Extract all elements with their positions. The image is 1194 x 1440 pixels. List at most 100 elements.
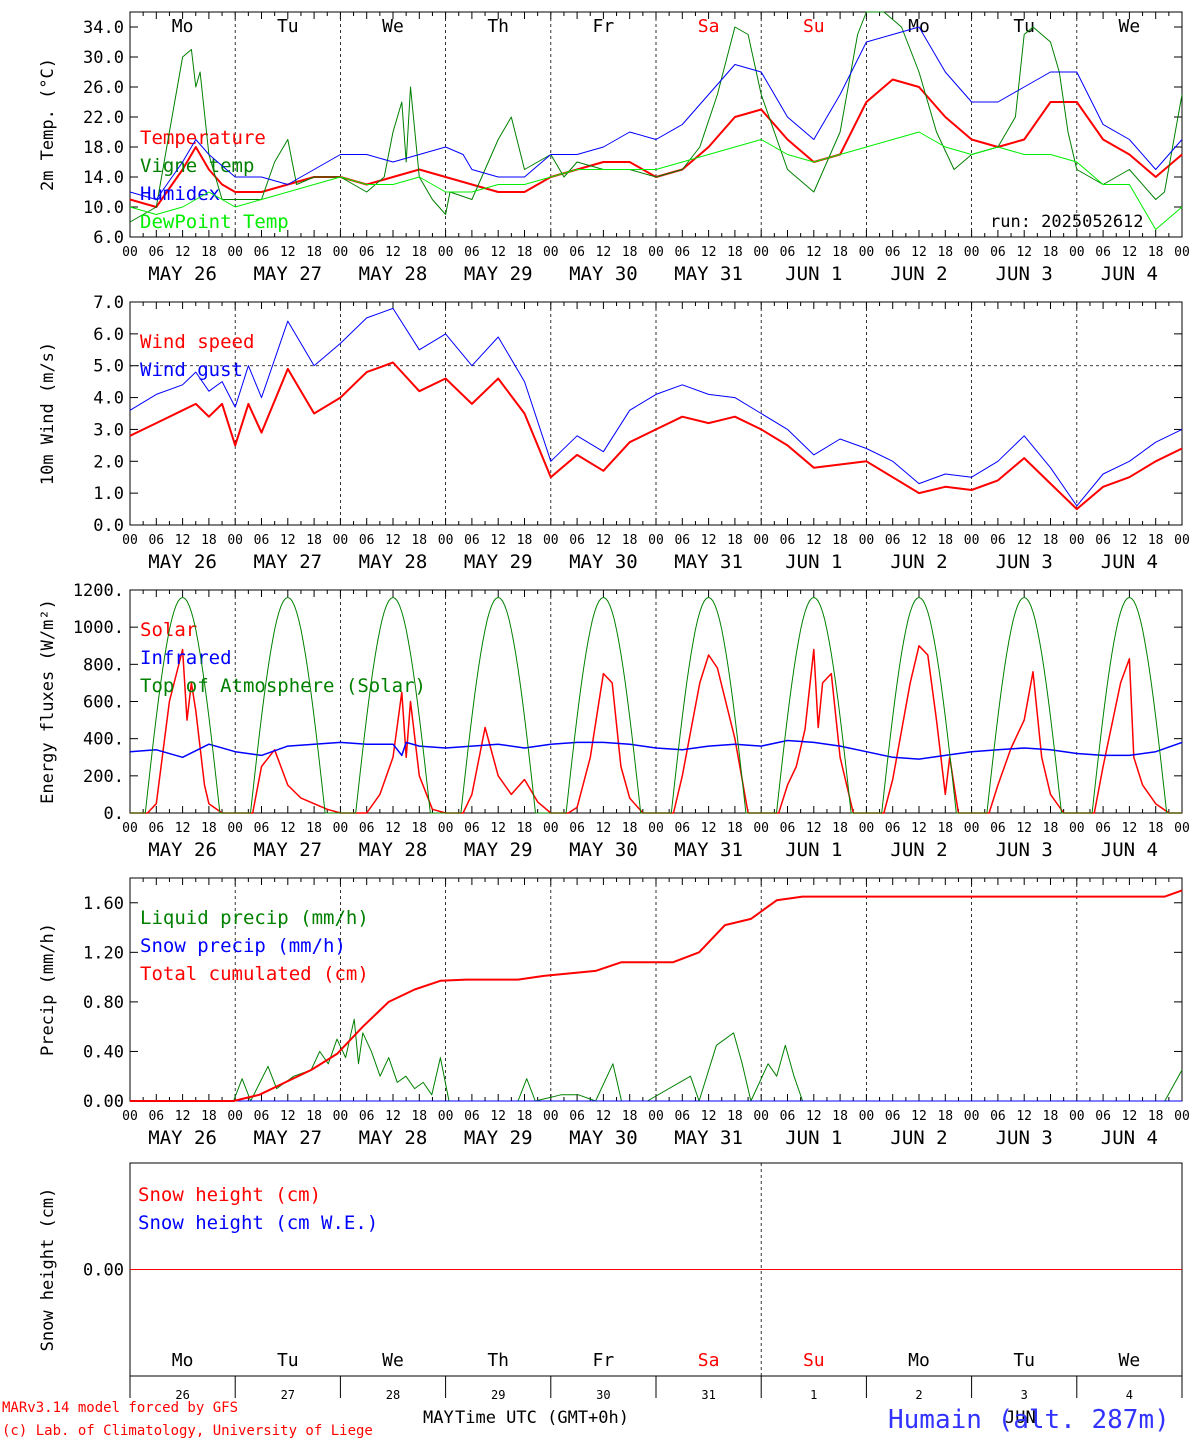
date-label: MAY 31 [674, 551, 743, 573]
x-tick-label: 00 [122, 245, 138, 260]
x-tick-label: 00 [859, 821, 875, 836]
date-label: JUN 3 [996, 551, 1053, 573]
x-tick-label: 18 [517, 821, 533, 836]
y-tick-label: 600. [83, 693, 124, 713]
chart-panel-2: 00 06 12 18 00 06 12 18 00 06 12 18 00 06 12 18 00 06 12 18… [38, 293, 1190, 573]
date-label: MAY 30 [569, 1127, 638, 1149]
x-tick-label: 18 [727, 1109, 743, 1124]
station-label: Humain (alt. 287m) [888, 1405, 1170, 1435]
day-number-label: 1 [810, 1388, 817, 1402]
y-tick-label: 0.00 [83, 1092, 124, 1112]
day-number-label: 2 [915, 1388, 922, 1402]
x-tick-label: 18 [517, 533, 533, 548]
date-label: MAY 26 [148, 1127, 217, 1149]
x-tick-label: 18 [411, 533, 427, 548]
x-tick-label: 12 [1122, 533, 1138, 548]
date-label: JUN 4 [1101, 839, 1158, 861]
x-tick-label: 12 [1122, 245, 1138, 260]
x-tick-label: 00 [753, 245, 769, 260]
date-label: JUN 4 [1101, 263, 1158, 285]
weekday-label: We [1119, 1350, 1141, 1371]
x-tick-label: 00 [1174, 821, 1190, 836]
x-tick-label: 00 [438, 1109, 454, 1124]
date-label: JUN 4 [1101, 551, 1158, 573]
legend-entry: Total cumulated (cm) [140, 963, 369, 985]
x-tick-label: 00 [122, 821, 138, 836]
x-tick-label: 00 [438, 821, 454, 836]
chart-panel-3: 00 06 12 18 00 06 12 18 00 06 12 18 00 06 12 18 00 06 12 18… [38, 581, 1190, 861]
x-tick-label: 18 [1043, 245, 1059, 260]
y-tick-label: 30.0 [83, 48, 124, 68]
y-tick-label: 400. [83, 730, 124, 750]
y-tick-label: 26.0 [83, 78, 124, 98]
x-tick-label: 00 [648, 1109, 664, 1124]
weekday-label: Mo [172, 16, 194, 37]
date-label: MAY 28 [359, 839, 428, 861]
y-axis-label: Energy fluxes (W/m²) [38, 599, 58, 804]
date-label: JUN 2 [890, 1127, 947, 1149]
day-number-label: 31 [701, 1388, 715, 1402]
x-tick-label: 00 [753, 533, 769, 548]
date-label: MAY 29 [464, 1127, 533, 1149]
x-tick-label: 18 [201, 533, 217, 548]
x-tick-label: 18 [411, 1109, 427, 1124]
x-tick-label: 00 [1069, 533, 1085, 548]
panel-frame [129, 11, 1183, 238]
x-tick-label: 06 [359, 533, 375, 548]
x-tick-label: 12 [596, 1109, 612, 1124]
x-tick-label: 18 [832, 821, 848, 836]
y-axis-label: Precip (mm/h) [38, 923, 58, 1056]
x-tick-label: 00 [227, 245, 243, 260]
chart-panel-1: 00 06 12 18 00 06 12 18 00 06 12 18 00 06 12 18 00 06 12 18… [38, 11, 1190, 285]
x-tick-label: 06 [569, 533, 585, 548]
x-tick-label: 00 [438, 533, 454, 548]
series-line-total-cumulated-cm- [130, 889, 1183, 1102]
date-label: MAY 31 [674, 1127, 743, 1149]
y-tick-label: 5.0 [93, 357, 124, 377]
legend-entry: Wind gust [140, 359, 243, 381]
x-tick-label: 06 [780, 821, 796, 836]
x-tick-label: 00 [122, 533, 138, 548]
y-axis-label: 10m Wind (m/s) [38, 342, 58, 485]
x-tick-label: 06 [148, 821, 164, 836]
weekday-label: Mo [908, 16, 930, 37]
y-tick-label: 1.0 [93, 484, 124, 504]
y-tick-label: 1.60 [83, 894, 124, 914]
x-tick-label: 18 [306, 821, 322, 836]
date-label: MAY 30 [569, 263, 638, 285]
legend-entry: Snow precip (mm/h) [140, 935, 346, 957]
x-tick-label: 06 [569, 1109, 585, 1124]
x-tick-label: 00 [1069, 821, 1085, 836]
x-tick-label: 06 [674, 821, 690, 836]
legend-entry: Wind speed [140, 331, 254, 353]
x-tick-label: 12 [911, 245, 927, 260]
x-tick-label: 06 [254, 533, 270, 548]
date-label: JUN 2 [890, 839, 947, 861]
date-label: JUN 1 [785, 1127, 842, 1149]
x-tick-label: 18 [1148, 821, 1164, 836]
x-tick-label: 06 [990, 1109, 1006, 1124]
x-tick-label: 00 [859, 245, 875, 260]
x-tick-label: 06 [885, 1109, 901, 1124]
x-tick-label: 06 [885, 245, 901, 260]
x-tick-label: 06 [569, 245, 585, 260]
x-tick-label: 12 [1016, 821, 1032, 836]
x-tick-label: 18 [727, 821, 743, 836]
x-tick-label: 18 [201, 821, 217, 836]
x-tick-label: 18 [1148, 245, 1164, 260]
x-tick-label: 12 [175, 821, 191, 836]
x-tick-label: 12 [1122, 821, 1138, 836]
weekday-label: We [1119, 16, 1141, 37]
x-tick-label: 06 [464, 245, 480, 260]
date-label: MAY 31 [674, 263, 743, 285]
x-tick-label: 18 [937, 821, 953, 836]
x-tick-label: 12 [701, 533, 717, 548]
x-tick-label: 12 [911, 533, 927, 548]
x-tick-label: 18 [1148, 1109, 1164, 1124]
x-tick-label: 06 [464, 1109, 480, 1124]
x-tick-label: 12 [596, 245, 612, 260]
weekday-label: Su [803, 16, 825, 37]
x-tick-label: 12 [385, 1109, 401, 1124]
date-label: JUN 4 [1101, 1127, 1158, 1149]
y-axis-label: Snow height (cm) [38, 1188, 58, 1352]
